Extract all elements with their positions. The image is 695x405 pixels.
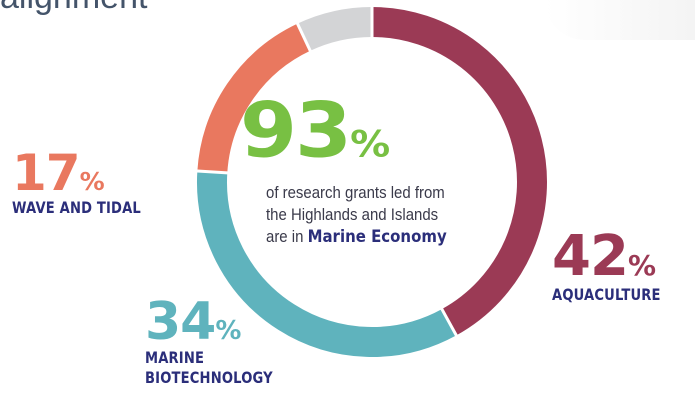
data-label-marine-biotechnology-name-line1: MARINE xyxy=(145,348,205,367)
center-caption-line3: are in Marine Economy xyxy=(266,227,447,247)
slide-title-fragment: alignment xyxy=(0,0,147,17)
data-label-marine-biotechnology-value: 34% xyxy=(145,292,242,352)
data-label-marine-biotechnology-name-line2: BIOTECHNOLOGY xyxy=(145,368,273,387)
corner-decoration xyxy=(545,0,695,40)
donut-slice-other xyxy=(297,7,373,51)
center-caption: of research grants led from the Highland… xyxy=(266,182,477,248)
donut-slice-wave-and-tidal xyxy=(197,23,311,174)
label-aquaculture: 42% AQUACULTURE xyxy=(552,229,685,305)
data-label-wave-and-tidal-name: WAVE AND TIDAL xyxy=(12,198,141,217)
center-caption-line1: of research grants led from xyxy=(266,183,445,202)
marine-economy-emphasis: Marine Economy xyxy=(307,227,447,247)
slice-separator xyxy=(195,169,230,175)
center-value-unit: % xyxy=(350,123,391,166)
donut-slice-aquaculture xyxy=(371,7,547,336)
data-label-aquaculture-name: AQUACULTURE xyxy=(552,285,661,304)
label-wave-and-tidal: 17% WAVE AND TIDAL xyxy=(12,148,169,218)
center-figure: 93% xyxy=(240,92,490,184)
slice-separator xyxy=(439,306,459,338)
slice-separator xyxy=(295,21,313,54)
center-value: 93% xyxy=(240,87,391,175)
donut-slice-marine-biotechnology xyxy=(197,171,457,357)
center-caption-line2: the Highlands and Islands xyxy=(266,205,439,224)
donut-slices xyxy=(195,5,547,357)
data-label-aquaculture-value: 42% xyxy=(552,224,656,289)
label-marine-biotechnology: 34% MARINE BIOTECHNOLOGY xyxy=(145,296,301,388)
data-label-wave-and-tidal-value: 17% xyxy=(12,144,105,202)
